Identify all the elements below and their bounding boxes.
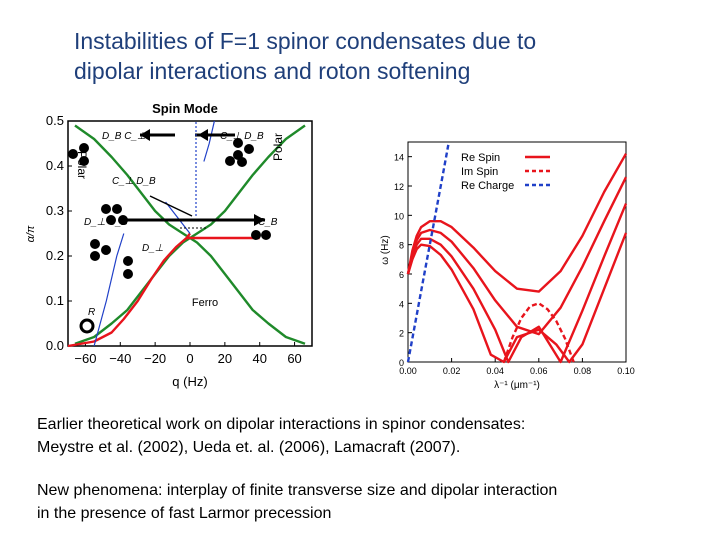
left-series-line-6: [203, 120, 215, 162]
spin-mode-title: Spin Mode: [152, 101, 218, 116]
left-y-tick-label-3: 0.3: [46, 203, 64, 218]
point-label-3: C_⊥ D_B: [112, 176, 156, 187]
point-label-5: C_B: [258, 217, 278, 228]
region-label-ferro: Ferro: [192, 297, 218, 309]
right-x-axis-label: λ⁻¹ (μm⁻¹): [494, 380, 540, 391]
right-series-line-2: [406, 203, 628, 364]
title-line-2: dipolar interactions and roton softening: [74, 58, 471, 84]
right-plot-frame: [407, 141, 627, 363]
left-x-tick-label-6: 60: [287, 351, 301, 366]
legend-im-spin: Im Spin: [461, 166, 498, 178]
dispersion-plot: 0.00 0.02 0.04 0.06 0.08 0.10 0 2 4 6 8 10 12 14 Re S…: [380, 141, 635, 391]
arrow-diag: [149, 195, 193, 217]
left-y-tick-label-2: 0.2: [46, 248, 64, 263]
arrowhead-top-right: [198, 129, 208, 141]
right-y-tick-label-2: 4: [399, 299, 404, 309]
right-series-line-1: [406, 176, 628, 336]
paragraph-new-phenomena: New phenomena: interplay of finite trans…: [37, 479, 557, 525]
right-x-tick-label-4: 0.08: [574, 366, 592, 376]
arrowhead-top-left: [140, 129, 150, 141]
paragraph2-line2: in the presence of fast Larmor precessio…: [37, 505, 332, 522]
right-series-line-5: [406, 144, 450, 363]
right-y-tick-label-1: 2: [399, 329, 404, 339]
left-x-axis-label: q (Hz): [172, 374, 207, 389]
right-y-tick-label-3: 6: [399, 270, 404, 280]
right-x-tick-label-3: 0.06: [530, 366, 548, 376]
left-x-tick-label-3: 0: [186, 351, 193, 366]
left-x-tick-label-5: 40: [252, 351, 266, 366]
spin-mode-phase-diagram: Spin Mode −60 −40 −20 0 20 40 60 0.0 0.1 0.2 0.3 0.…: [25, 101, 313, 389]
left-axis-ticks: −60 −40 −20 0 20 40 60 0.0 0.1 0.2 0.3 0.4 0.5: [46, 113, 302, 366]
right-y-axis-label: ω (Hz): [380, 235, 391, 264]
left-y-axis-label: α/π: [25, 225, 37, 242]
region-label-polar-right: Polar: [271, 133, 285, 161]
left-series-line-5: [165, 201, 191, 234]
right-series-line-0: [406, 153, 628, 293]
right-x-tick-label-1: 0.02: [443, 366, 461, 376]
paragraph-earlier-work: Earlier theoretical work on dipolar inte…: [37, 413, 525, 459]
left-y-tick-label-0: 0.0: [46, 338, 64, 353]
left-series-line-4: [93, 233, 125, 347]
left-x-tick-label-2: −20: [144, 351, 166, 366]
right-x-tick-label-5: 0.10: [617, 366, 635, 376]
point-label-4: D_⊥ C_B: [84, 217, 128, 228]
left-y-tick-label-5: 0.5: [46, 113, 64, 128]
paragraph1-line2: Meystre et al. (2002), Ueda et. al. (200…: [37, 439, 461, 456]
point-label-2: C_⊥ D_B: [220, 131, 264, 142]
legend-re-spin: Re Spin: [461, 152, 500, 164]
right-y-tick-label-6: 12: [394, 182, 404, 192]
slide-title: Instabilities of F=1 spinor condensates …: [74, 26, 674, 86]
left-y-tick-label-4: 0.4: [46, 158, 64, 173]
paragraph1-line1: Earlier theoretical work on dipolar inte…: [37, 416, 526, 433]
point-label-1: D_B C_⊥: [102, 131, 146, 142]
left-y-tick-label-1: 0.1: [46, 293, 64, 308]
right-x-tick-label-2: 0.04: [486, 366, 504, 376]
left-x-tick-label-0: −60: [74, 351, 96, 366]
right-y-tick-label-0: 0: [399, 358, 404, 368]
right-axis-ticks: 0.00 0.02 0.04 0.06 0.08 0.10 0 2 4 6 8 10 12 14: [394, 153, 635, 376]
region-label-r: R: [88, 307, 95, 318]
spin-config-dots: [68, 138, 271, 279]
region-label-polar-left: Polar: [75, 151, 89, 179]
left-x-tick-label-4: 20: [218, 351, 232, 366]
left-x-tick-label-1: −40: [109, 351, 131, 366]
right-y-tick-label-7: 14: [394, 153, 404, 163]
left-series-line-2: [67, 232, 191, 348]
paragraph2-line1: New phenomena: interplay of finite trans…: [37, 482, 558, 499]
arrowhead-mid: [254, 214, 265, 226]
title-line-1: Instabilities of F=1 spinor condensates …: [74, 28, 537, 54]
right-y-tick-label-4: 8: [399, 241, 404, 251]
r-marker: [79, 318, 95, 334]
right-series-line-3: [406, 232, 628, 364]
right-x-tick-label-0: 0.00: [399, 366, 417, 376]
right-curves: [406, 144, 628, 364]
left-curves: [67, 120, 306, 348]
legend: Re Spin Im Spin Re Charge: [461, 152, 550, 192]
right-y-tick-label-5: 10: [394, 211, 404, 221]
legend-re-charge: Re Charge: [461, 180, 514, 192]
point-label-6: D_⊥: [142, 243, 164, 254]
right-series-line-4: [502, 302, 575, 363]
